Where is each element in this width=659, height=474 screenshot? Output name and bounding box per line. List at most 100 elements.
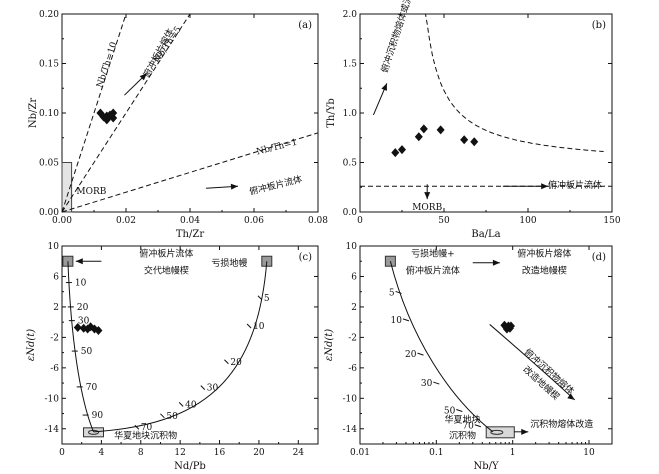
end-member-label: 华夏地块 xyxy=(444,414,480,426)
data-point xyxy=(99,112,108,122)
data-point xyxy=(470,137,479,147)
ratio-line xyxy=(61,13,127,213)
y-axis-title: Nb/Zr xyxy=(28,98,39,128)
curve-tick xyxy=(134,424,140,430)
mixing-curve xyxy=(415,13,604,152)
end-member-label: 俯冲板片流体 xyxy=(139,248,193,260)
x-tick-label: 0.02 xyxy=(116,216,136,226)
y-tick-label: 6 xyxy=(53,272,59,282)
panel-label: (a) xyxy=(298,20,312,31)
y-tick-label: -2 xyxy=(348,333,357,343)
sediment-arrow-head xyxy=(381,83,387,91)
end-member-label: 亏损地幔 xyxy=(211,257,247,269)
x-tick-label: 0.06 xyxy=(244,216,264,226)
curve-tick-label: 90 xyxy=(92,411,104,421)
x-tick-label: 100 xyxy=(519,216,536,226)
x-tick-label: 0 xyxy=(357,216,363,226)
x-tick-label: 8 xyxy=(138,448,144,458)
curve-tick-label: 30 xyxy=(421,379,433,389)
data-point xyxy=(506,321,515,331)
curve-tick-label: 10 xyxy=(75,279,87,289)
y-tick-label: 0.5 xyxy=(343,159,358,169)
curve-tick-label: 5 xyxy=(389,288,395,298)
y-axis-title: εNd(t) xyxy=(324,329,335,361)
curve-tick xyxy=(433,381,440,385)
y-tick-label: 0.15 xyxy=(39,60,59,70)
mixing-curve xyxy=(67,261,94,433)
y-tick-label: 10 xyxy=(48,242,60,252)
curve-tick-label: 30 xyxy=(78,317,90,327)
x-axis-title: Th/Zr xyxy=(176,229,204,240)
y-tick-label: -6 xyxy=(348,364,357,374)
panel-b: 0 50 100 150 0.0 0.5 1.0 1.5 2.0 Ba/La Th/Yb (b) MOR… xyxy=(326,0,621,240)
plot-frame xyxy=(359,245,613,445)
y-tick-label: 2 xyxy=(351,303,357,313)
ratio-line-label: Nb/Th=10 xyxy=(95,41,119,89)
y-tick-label: -14 xyxy=(343,425,358,435)
x-tick-label: 0.00 xyxy=(52,216,72,226)
y-tick-label: -6 xyxy=(50,364,59,374)
curve-tick-label: 10 xyxy=(253,322,265,332)
sediment-ellipse xyxy=(490,429,504,435)
x-tick-label: 150 xyxy=(603,216,620,226)
end-member-arrow-head xyxy=(75,258,83,265)
morb-field-label: MORB xyxy=(76,187,106,197)
curve-tick xyxy=(456,409,463,412)
x-tick-label: 0.01 xyxy=(350,448,370,458)
sediment-ellipse xyxy=(88,429,100,435)
x-tick-label: 16 xyxy=(214,448,226,458)
curve-tick xyxy=(417,352,424,356)
y-tick-label: -10 xyxy=(343,394,358,404)
sediment-melt-arrow-head xyxy=(521,428,529,435)
sediment-arrow-head xyxy=(567,393,575,400)
curve-tick-label: 30 xyxy=(207,384,219,394)
y-tick-label: 0.20 xyxy=(39,10,59,20)
panel-d: 0.01 0.1 1 10 -14 -10 -6 -2 2 6 10 Nb/Y εNd(t) (d) 5 10… xyxy=(324,242,613,472)
x-tick-label: 1 xyxy=(510,448,516,458)
data-point xyxy=(391,148,400,158)
x-tick-label: 0.08 xyxy=(308,216,328,226)
mixing-curve xyxy=(389,261,494,433)
x-tick-label: 10 xyxy=(583,448,595,458)
curve-tick xyxy=(474,424,482,428)
sediment-arrow xyxy=(489,324,576,401)
curve-tick xyxy=(160,413,165,419)
y-tick-label: -14 xyxy=(45,425,60,435)
curve-tick xyxy=(246,323,252,329)
panel-a: 0.00 0.02 0.04 0.06 0.08 0.00 0.05 0.10 0.15 0.20… xyxy=(28,10,328,240)
morb-arrow-head xyxy=(424,192,431,200)
ratio-line xyxy=(61,132,319,213)
curve-tick xyxy=(402,318,410,322)
data-point xyxy=(414,132,423,142)
y-axis-title: εNd(t) xyxy=(26,329,37,361)
y-tick-label: 2 xyxy=(53,303,59,313)
annotation: 俯冲板片流体 xyxy=(248,173,303,198)
panel-label: (b) xyxy=(592,20,606,31)
curve-tick-label: 5 xyxy=(264,294,270,304)
curve-tick xyxy=(178,402,184,407)
y-tick-label: 1.5 xyxy=(343,60,358,70)
data-point xyxy=(436,125,445,135)
data-point xyxy=(106,110,114,120)
annotation: 俯冲板片熔体 xyxy=(517,248,571,260)
y-tick-label: 0.05 xyxy=(39,159,59,169)
curve-tick-label: 50 xyxy=(444,406,456,416)
annotation: 俯冲板片熔体 xyxy=(140,26,176,79)
x-tick-label: 12 xyxy=(174,448,185,458)
end-member-label: 俯冲板片流体 xyxy=(406,264,460,276)
panel-label: (d) xyxy=(592,252,606,263)
curve-tick-label: 50 xyxy=(81,347,93,357)
curve-tick-label: 20 xyxy=(230,358,242,368)
y-tick-label: 0.10 xyxy=(39,109,59,119)
annotation: 沉积物熔体改造 xyxy=(530,418,593,430)
curve-tick xyxy=(257,295,263,301)
curve-tick-label: 20 xyxy=(405,350,417,360)
y-tick-label: -10 xyxy=(45,394,60,404)
end-member-label: 亏损地幔+ xyxy=(411,248,455,260)
curve-tick-label: 20 xyxy=(77,303,89,313)
y-tick-label: 0.00 xyxy=(39,208,59,218)
x-tick-label: 0 xyxy=(59,448,65,458)
y-tick-label: 0.0 xyxy=(343,208,358,218)
plot-frame xyxy=(61,245,319,445)
